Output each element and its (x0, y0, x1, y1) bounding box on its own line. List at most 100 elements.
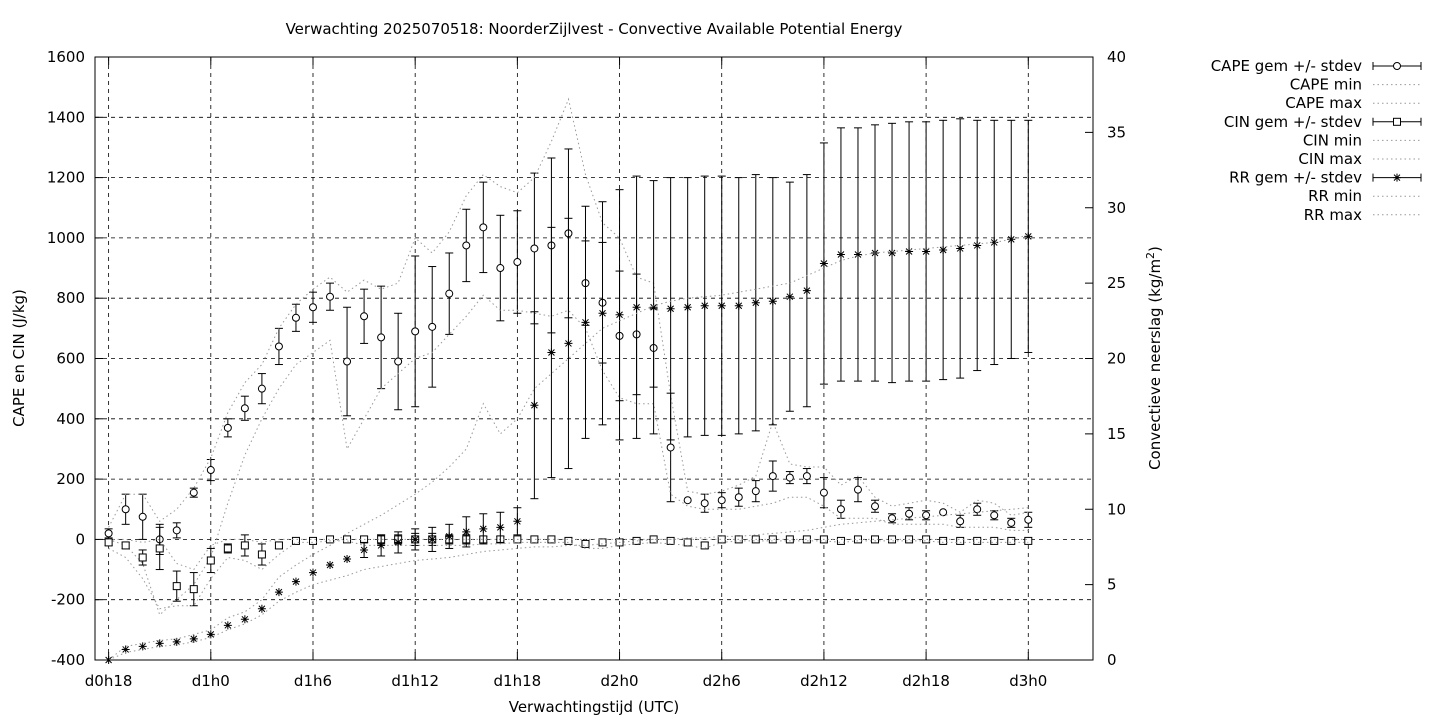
point-cape-gem-stdev (411, 327, 420, 336)
point-cin-gem-stdev (257, 550, 266, 559)
point-rr-gem-stdev (530, 401, 539, 410)
series-layer (104, 97, 1033, 664)
legend-label: CIN max (1298, 150, 1362, 168)
y-tick-label: 800 (56, 289, 85, 307)
point-cin-gem-stdev (836, 536, 845, 545)
point-cape-gem-stdev (683, 496, 692, 505)
point-cin-gem-stdev (666, 536, 675, 545)
x-tick-label: d2h18 (902, 672, 950, 690)
legend-marker (1393, 117, 1401, 126)
point-cape-gem-stdev (394, 357, 403, 366)
point-cin-gem-stdev (683, 538, 692, 547)
point-rr-gem-stdev (683, 303, 692, 312)
point-rr-gem-stdev (785, 292, 794, 301)
legend-label: RR gem +/- stdev (1229, 169, 1362, 187)
point-cape-gem-stdev (819, 488, 828, 497)
point-cin-gem-stdev (206, 556, 215, 565)
point-cin-gem-stdev (888, 535, 897, 544)
point-rr-gem-stdev (700, 301, 709, 310)
point-cape-gem-stdev (1024, 515, 1033, 524)
y2-tick-label: 5 (1107, 576, 1117, 594)
y2-axis-label-end: ) (1146, 246, 1164, 252)
point-cin-gem-stdev (172, 582, 181, 591)
y2-tick-label: 15 (1107, 425, 1126, 443)
point-cin-gem-stdev (564, 536, 573, 545)
point-cin-gem-stdev (223, 544, 232, 553)
point-cin-gem-stdev (802, 535, 811, 544)
point-rr-gem-stdev (377, 541, 386, 550)
point-rr-gem-stdev (615, 310, 624, 319)
point-rr-gem-stdev (445, 532, 454, 541)
point-cape-gem-stdev (206, 466, 215, 475)
point-cape-gem-stdev (939, 508, 948, 517)
y2-tick-label: 30 (1107, 199, 1126, 217)
point-cape-gem-stdev (768, 472, 777, 481)
axes-layer: -400 -200 0 200 400 600 800 1000 1200 1400 1600 0 5 1… (47, 48, 1126, 690)
x-tick-label: d1h6 (294, 672, 332, 690)
y2-axis-label-main: Convectieve neerslag (kg/m (1146, 259, 1164, 470)
y-tick-label: 600 (56, 350, 85, 368)
point-rr-gem-stdev (121, 645, 130, 654)
x-tick-label: d2h0 (600, 672, 638, 690)
legend-label: CAPE max (1285, 94, 1362, 112)
point-cape-gem-stdev (308, 303, 317, 312)
x-tick-label: d1h12 (391, 672, 439, 690)
legend-label: CIN gem +/- stdev (1224, 113, 1362, 131)
point-rr-gem-stdev (274, 588, 283, 597)
x-tick-label: d2h12 (800, 672, 848, 690)
point-rr-gem-stdev (649, 303, 658, 312)
point-cape-gem-stdev (802, 472, 811, 481)
point-cin-gem-stdev (853, 535, 862, 544)
x-tick-label: d1h18 (494, 672, 542, 690)
point-rr-gem-stdev (632, 303, 641, 312)
series-rr-min-line (108, 507, 1029, 661)
y-tick-label: 1000 (47, 229, 85, 247)
point-cin-gem-stdev (308, 536, 317, 545)
point-cin-gem-stdev (291, 536, 300, 545)
point-cin-gem-stdev (785, 535, 794, 544)
y-tick-label: -400 (51, 651, 85, 669)
point-cin-gem-stdev (189, 585, 198, 594)
point-rr-gem-stdev (922, 247, 931, 256)
point-rr-gem-stdev (598, 309, 607, 318)
legend-label: RR max (1304, 206, 1362, 224)
point-rr-gem-stdev (138, 642, 147, 651)
point-cin-gem-stdev (990, 536, 999, 545)
point-rr-gem-stdev (291, 577, 300, 586)
point-cape-gem-stdev (445, 289, 454, 298)
point-rr-gem-stdev (853, 250, 862, 259)
point-cape-gem-stdev (888, 514, 897, 523)
point-rr-gem-stdev (155, 639, 164, 648)
point-cape-gem-stdev (956, 517, 965, 526)
point-rr-gem-stdev (768, 297, 777, 306)
y-tick-label: 400 (56, 410, 85, 428)
point-rr-gem-stdev (836, 250, 845, 259)
x-axis-label: Verwachtingstijd (UTC) (509, 698, 680, 716)
point-cape-gem-stdev (751, 487, 760, 496)
point-rr-gem-stdev (496, 523, 505, 532)
point-cin-gem-stdev (973, 536, 982, 545)
point-rr-gem-stdev (905, 247, 914, 256)
point-cape-gem-stdev (700, 499, 709, 508)
y-tick-label: 200 (56, 470, 85, 488)
point-cin-gem-stdev (274, 541, 283, 550)
series-cape-max-line (108, 97, 1029, 528)
y-tick-label: 1200 (47, 169, 85, 187)
point-cape-gem-stdev (496, 264, 505, 273)
point-rr-gem-stdev (172, 637, 181, 646)
x-tick-label: d2h6 (703, 672, 741, 690)
point-cape-gem-stdev (479, 223, 488, 232)
point-cape-gem-stdev (853, 485, 862, 494)
point-rr-gem-stdev (802, 286, 811, 295)
point-cape-gem-stdev (717, 496, 726, 505)
y2-axis-label: Convectieve neerslag (kg/m2) (1144, 246, 1164, 470)
point-cape-gem-stdev (871, 502, 880, 511)
series-cin-max-line (108, 538, 1029, 571)
point-rr-gem-stdev (956, 244, 965, 253)
point-cin-gem-stdev (1007, 536, 1016, 545)
point-cape-gem-stdev (360, 312, 369, 321)
y2-axis-label-sup: 2 (1144, 252, 1157, 259)
point-rr-gem-stdev (240, 615, 249, 624)
point-rr-gem-stdev (1007, 235, 1016, 244)
